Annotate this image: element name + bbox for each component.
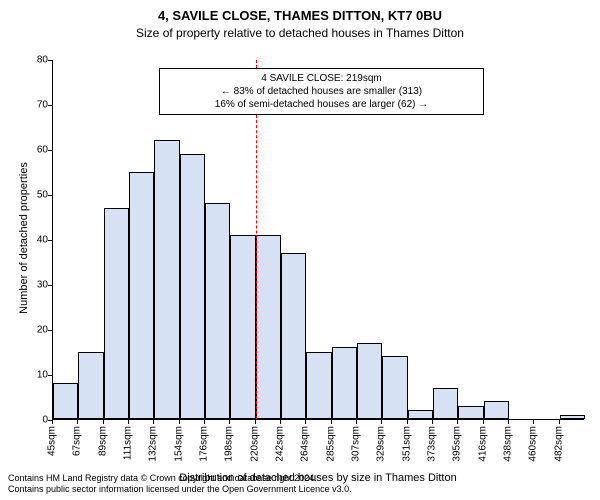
x-tick-label: 438sqm	[503, 426, 514, 462]
x-tick-label: 285sqm	[325, 426, 336, 462]
x-tick-mark	[508, 420, 509, 424]
histogram-bar	[129, 172, 154, 420]
x-tick-label: 460sqm	[528, 426, 539, 462]
histogram-bar	[408, 410, 433, 419]
x-tick-mark	[179, 420, 180, 424]
x-tick-label: 395sqm	[452, 426, 463, 462]
x-tick-label: 67sqm	[72, 426, 83, 456]
x-tick-mark	[153, 420, 154, 424]
x-tick-label: 482sqm	[553, 426, 564, 462]
footer-line-1: Contains HM Land Registry data © Crown c…	[8, 473, 352, 485]
y-tick-label: 10	[4, 370, 48, 381]
y-tick-label: 70	[4, 100, 48, 111]
x-tick-label: 111sqm	[123, 426, 134, 460]
y-tick-label: 20	[4, 325, 48, 336]
histogram-bar	[180, 154, 205, 420]
x-tick-mark	[559, 420, 560, 424]
histogram-bar	[104, 208, 129, 420]
x-tick-label: 351sqm	[401, 426, 412, 462]
x-tick-mark	[432, 420, 433, 424]
chart-subtitle: Size of property relative to detached ho…	[0, 26, 600, 40]
histogram-bar	[53, 383, 78, 419]
x-tick-label: 89sqm	[97, 426, 108, 456]
histogram-bar	[382, 356, 407, 419]
x-tick-label: 132sqm	[148, 426, 159, 462]
histogram-bar	[230, 235, 255, 420]
y-tick-label: 30	[4, 280, 48, 291]
x-tick-mark	[103, 420, 104, 424]
y-tick-label: 60	[4, 145, 48, 156]
annotation-line-3: 16% of semi-detached houses are larger (…	[166, 98, 476, 111]
y-tick-label: 80	[4, 55, 48, 66]
histogram-bar	[205, 203, 230, 419]
x-tick-mark	[305, 420, 306, 424]
footer-attribution: Contains HM Land Registry data © Crown c…	[8, 473, 352, 496]
x-tick-label: 198sqm	[224, 426, 235, 462]
chart-title: 4, SAVILE CLOSE, THAMES DITTON, KT7 0BU	[0, 8, 600, 23]
histogram-bar	[357, 343, 382, 420]
histogram-bar	[306, 352, 331, 420]
histogram-bar	[78, 352, 103, 420]
x-tick-label: 307sqm	[351, 426, 362, 462]
histogram-bar	[256, 235, 281, 420]
x-tick-label: 176sqm	[199, 426, 210, 462]
x-tick-mark	[331, 420, 332, 424]
x-tick-label: 329sqm	[376, 426, 387, 462]
histogram-bar	[281, 253, 306, 420]
x-tick-label: 373sqm	[427, 426, 438, 462]
annotation-line-1: 4 SAVILE CLOSE: 219sqm	[166, 72, 476, 85]
x-tick-mark	[255, 420, 256, 424]
histogram-bar	[433, 388, 458, 420]
annotation-line-2: ← 83% of detached houses are smaller (31…	[166, 85, 476, 98]
x-tick-label: 45sqm	[47, 426, 58, 456]
x-tick-mark	[77, 420, 78, 424]
x-tick-mark	[381, 420, 382, 424]
x-tick-mark	[407, 420, 408, 424]
x-tick-label: 154sqm	[173, 426, 184, 462]
x-tick-mark	[204, 420, 205, 424]
plot-area: 4 SAVILE CLOSE: 219sqm ← 83% of detached…	[52, 60, 584, 420]
x-tick-mark	[52, 420, 53, 424]
x-tick-label: 264sqm	[300, 426, 311, 462]
y-tick-label: 50	[4, 190, 48, 201]
x-tick-mark	[356, 420, 357, 424]
histogram-bar	[332, 347, 357, 419]
x-tick-label: 416sqm	[477, 426, 488, 462]
histogram-bar	[560, 415, 585, 420]
x-tick-mark	[280, 420, 281, 424]
y-tick-label: 0	[4, 415, 48, 426]
footer-line-2: Contains public sector information licen…	[8, 484, 352, 496]
histogram-bar	[154, 140, 179, 419]
histogram-bar	[458, 406, 483, 420]
histogram-chart: 4, SAVILE CLOSE, THAMES DITTON, KT7 0BU …	[0, 0, 600, 500]
x-tick-mark	[533, 420, 534, 424]
histogram-bar	[484, 401, 509, 419]
x-tick-mark	[483, 420, 484, 424]
x-tick-mark	[128, 420, 129, 424]
y-tick-label: 40	[4, 235, 48, 246]
x-tick-mark	[229, 420, 230, 424]
annotation-box: 4 SAVILE CLOSE: 219sqm ← 83% of detached…	[159, 68, 483, 115]
x-tick-mark	[457, 420, 458, 424]
x-tick-label: 220sqm	[249, 426, 260, 462]
x-tick-label: 242sqm	[275, 426, 286, 462]
